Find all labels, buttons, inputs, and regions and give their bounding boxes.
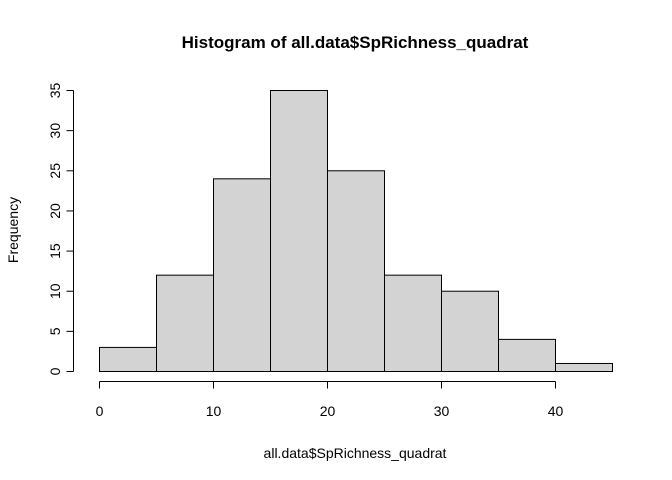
y-tick-label-4: 20 xyxy=(47,203,63,219)
x-tick-label-3: 30 xyxy=(434,403,450,419)
x-axis-label: all.data$SpRichness_quadrat xyxy=(264,445,447,461)
y-tick-label-6: 30 xyxy=(47,123,63,139)
histogram-bar-0 xyxy=(99,346,157,372)
x-axis: 0 10 20 30 40 xyxy=(96,381,564,419)
histogram-bar-5 xyxy=(384,274,442,372)
y-tick-label-5: 25 xyxy=(47,163,63,179)
y-tick-label-3: 15 xyxy=(47,243,63,259)
x-tick-label-2: 20 xyxy=(320,403,336,419)
x-tick-label-0: 0 xyxy=(96,403,104,419)
bars-group xyxy=(99,90,613,373)
y-tick-label-2: 10 xyxy=(47,283,63,299)
y-axis: 0 5 10 15 20 25 30 35 xyxy=(47,83,74,375)
y-tick-label-7: 35 xyxy=(47,83,63,99)
histogram-bar-1 xyxy=(156,274,214,372)
histogram-bar-7 xyxy=(498,338,556,372)
x-tick-label-1: 10 xyxy=(206,403,222,419)
histogram-bar-6 xyxy=(441,290,499,373)
y-axis-label: Frequency xyxy=(5,197,21,263)
x-tick-label-4: 40 xyxy=(548,403,564,419)
y-tick-label-0: 0 xyxy=(47,367,63,375)
histogram-bar-4 xyxy=(327,170,385,372)
histogram-bar-3 xyxy=(270,90,328,372)
chart-title: Histogram of all.data$SpRichness_quadrat xyxy=(182,33,529,52)
histogram-bar-2 xyxy=(213,178,271,372)
y-tick-label-1: 5 xyxy=(47,327,63,335)
histogram-bar-8 xyxy=(555,362,613,373)
